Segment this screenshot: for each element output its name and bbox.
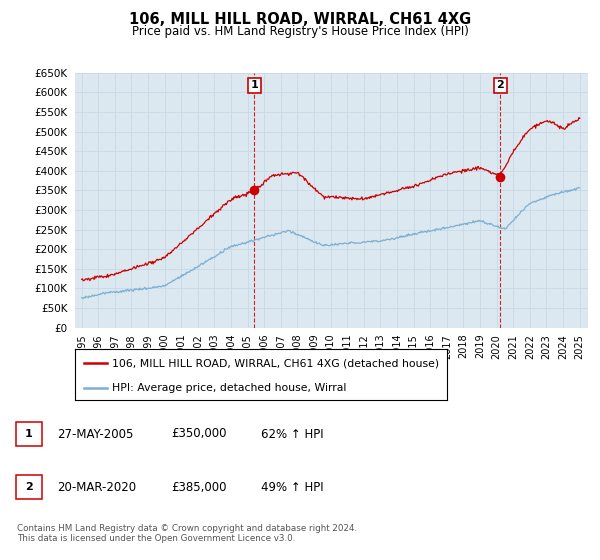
Text: HPI: Average price, detached house, Wirral: HPI: Average price, detached house, Wirr… xyxy=(112,382,347,393)
Text: 27-MAY-2005: 27-MAY-2005 xyxy=(57,427,133,441)
Text: Price paid vs. HM Land Registry's House Price Index (HPI): Price paid vs. HM Land Registry's House … xyxy=(131,25,469,38)
Text: 20-MAR-2020: 20-MAR-2020 xyxy=(57,480,136,494)
Text: 1: 1 xyxy=(25,429,32,439)
Text: 106, MILL HILL ROAD, WIRRAL, CH61 4XG (detached house): 106, MILL HILL ROAD, WIRRAL, CH61 4XG (d… xyxy=(112,358,439,368)
Text: 1: 1 xyxy=(250,81,258,91)
Text: 2: 2 xyxy=(496,81,504,91)
Text: 2: 2 xyxy=(25,482,32,492)
Text: 62% ↑ HPI: 62% ↑ HPI xyxy=(261,427,323,441)
Text: £385,000: £385,000 xyxy=(171,480,227,494)
Text: 49% ↑ HPI: 49% ↑ HPI xyxy=(261,480,323,494)
Text: Contains HM Land Registry data © Crown copyright and database right 2024.
This d: Contains HM Land Registry data © Crown c… xyxy=(17,524,357,543)
Text: 106, MILL HILL ROAD, WIRRAL, CH61 4XG: 106, MILL HILL ROAD, WIRRAL, CH61 4XG xyxy=(129,12,471,27)
Text: £350,000: £350,000 xyxy=(171,427,227,441)
